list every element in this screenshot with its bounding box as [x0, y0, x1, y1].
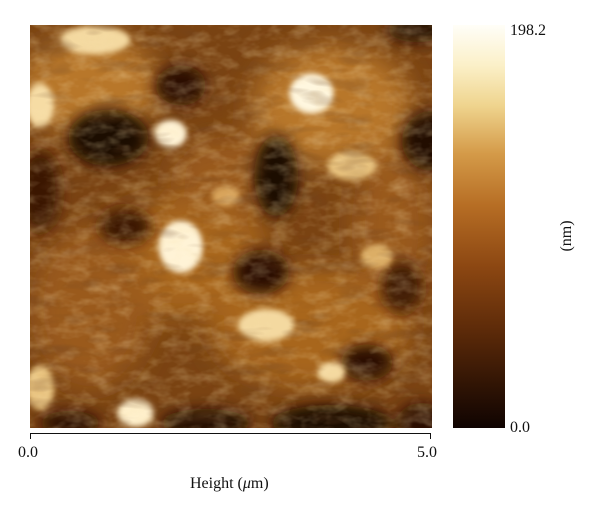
x-axis-line — [30, 433, 431, 434]
colorbar-max-label: 198.2 — [510, 22, 546, 39]
x-axis-tick-end — [430, 433, 431, 439]
x-axis-title-mu: μ — [242, 475, 251, 492]
colorbar — [453, 25, 505, 428]
afm-height-image — [30, 25, 432, 428]
x-axis-title: Height (μm) — [190, 475, 269, 493]
x-axis-max-label: 5.0 — [417, 444, 437, 461]
x-axis-title-suffix: m) — [250, 475, 269, 492]
x-axis-tick-start — [30, 433, 31, 439]
colorbar-min-label: 0.0 — [510, 419, 530, 436]
colorbar-unit-label: (nm) — [558, 220, 575, 252]
x-axis-title-prefix: Height ( — [190, 475, 243, 492]
x-axis-min-label: 0.0 — [18, 444, 38, 461]
